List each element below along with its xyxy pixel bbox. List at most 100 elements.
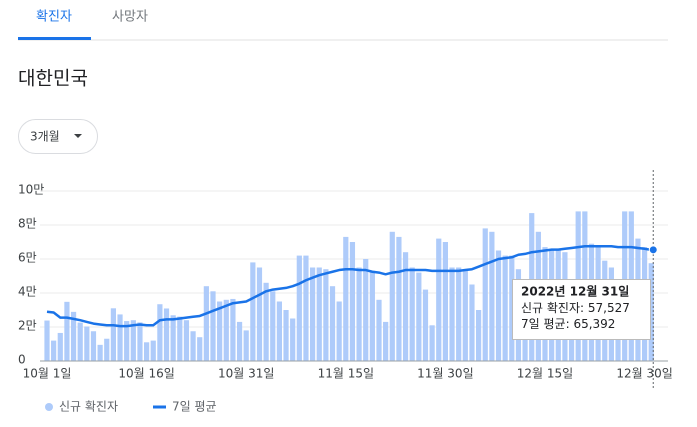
region-title: 대한민국 <box>18 68 88 90</box>
bar <box>449 267 455 361</box>
bar <box>163 308 170 361</box>
bar <box>57 332 63 361</box>
bar <box>97 344 103 361</box>
bar <box>217 301 223 361</box>
bar <box>369 270 375 361</box>
bar <box>296 255 302 361</box>
bar <box>436 238 442 361</box>
bar <box>270 291 276 361</box>
bar <box>44 320 50 361</box>
bar <box>250 262 256 361</box>
legend-label: 7일 평균 <box>172 400 217 414</box>
bar <box>303 255 309 361</box>
x-tick-label: 10월 16일 <box>118 367 174 381</box>
bar <box>356 267 362 361</box>
bar <box>429 325 435 361</box>
x-tick-label: 11월 30일 <box>417 367 473 381</box>
bar <box>456 267 462 361</box>
bar <box>243 330 249 361</box>
bar <box>363 259 369 361</box>
bar <box>190 331 196 361</box>
legend-swatch <box>45 403 53 411</box>
hover-dot <box>648 245 658 255</box>
x-tick-label: 11월 15일 <box>318 367 374 381</box>
y-tick-label: 6만 <box>18 251 37 265</box>
bar <box>84 326 90 361</box>
bar <box>203 286 209 361</box>
bar <box>469 284 475 361</box>
bar <box>336 301 342 361</box>
bar <box>316 267 322 361</box>
bar <box>137 322 143 361</box>
bar <box>64 301 70 361</box>
bar <box>396 236 402 361</box>
tooltip-row: 신규 확진자: 57,527 <box>521 301 630 315</box>
tooltip-label: 신규 확진자: <box>521 301 584 315</box>
bar <box>210 291 216 361</box>
bar <box>170 315 176 361</box>
bar <box>502 255 508 361</box>
tooltip-row: 7일 평균: 65,392 <box>521 317 615 331</box>
bar <box>376 299 382 361</box>
bar <box>323 269 329 361</box>
bar <box>90 331 97 361</box>
tooltip-label: 7일 평균: <box>521 317 570 331</box>
bar <box>263 282 269 361</box>
tooltip-value: 65,392 <box>573 317 615 331</box>
bar <box>329 286 336 361</box>
bar <box>310 267 316 361</box>
bar <box>495 250 502 361</box>
bar <box>230 298 236 361</box>
bar <box>144 342 150 361</box>
y-tick-label: 8만 <box>18 217 37 231</box>
y-tick-label: 0 <box>18 353 26 367</box>
bar <box>409 267 415 361</box>
bar <box>389 231 395 361</box>
bar <box>124 321 130 361</box>
bar <box>130 320 136 361</box>
bar <box>482 228 488 361</box>
x-tick-label: 10월 1일 <box>23 367 72 381</box>
bar <box>476 310 482 361</box>
bar <box>70 311 77 361</box>
tab[interactable]: 확진자 <box>36 10 72 25</box>
bar <box>256 267 263 361</box>
y-tick-label: 4만 <box>18 285 37 299</box>
bar <box>197 337 203 361</box>
bar <box>442 242 448 361</box>
y-tick-label: 10만 <box>18 183 44 197</box>
tooltip-value: 57,527 <box>588 301 630 315</box>
range-button[interactable] <box>18 119 98 154</box>
bar <box>150 340 156 361</box>
bar <box>402 252 409 361</box>
bar <box>422 289 429 361</box>
bar <box>343 236 349 361</box>
avg-line <box>46 245 652 328</box>
bar <box>383 321 389 361</box>
bar <box>462 269 468 361</box>
bar <box>283 310 289 361</box>
x-tick-label: 12월 15일 <box>517 367 573 381</box>
bar <box>104 338 110 361</box>
x-tick-label: 10월 31일 <box>218 367 274 381</box>
bar <box>183 320 190 361</box>
bar <box>177 316 183 361</box>
tab[interactable]: 사망자 <box>112 10 148 25</box>
dropdown-arrow <box>74 134 82 138</box>
bar <box>276 301 282 361</box>
bar <box>236 321 243 361</box>
bar <box>489 231 495 361</box>
bar <box>223 299 229 361</box>
tab-indicator <box>18 37 91 40</box>
bar <box>509 255 515 361</box>
bar <box>51 340 57 361</box>
range-label: 3개월 <box>30 130 60 144</box>
bar <box>110 308 116 361</box>
bar <box>648 263 654 361</box>
bar <box>416 272 422 361</box>
x-tick-label: 12월 30일 <box>616 367 672 381</box>
y-tick-label: 2만 <box>18 319 37 333</box>
bar <box>349 242 356 361</box>
tooltip-box <box>512 279 651 340</box>
